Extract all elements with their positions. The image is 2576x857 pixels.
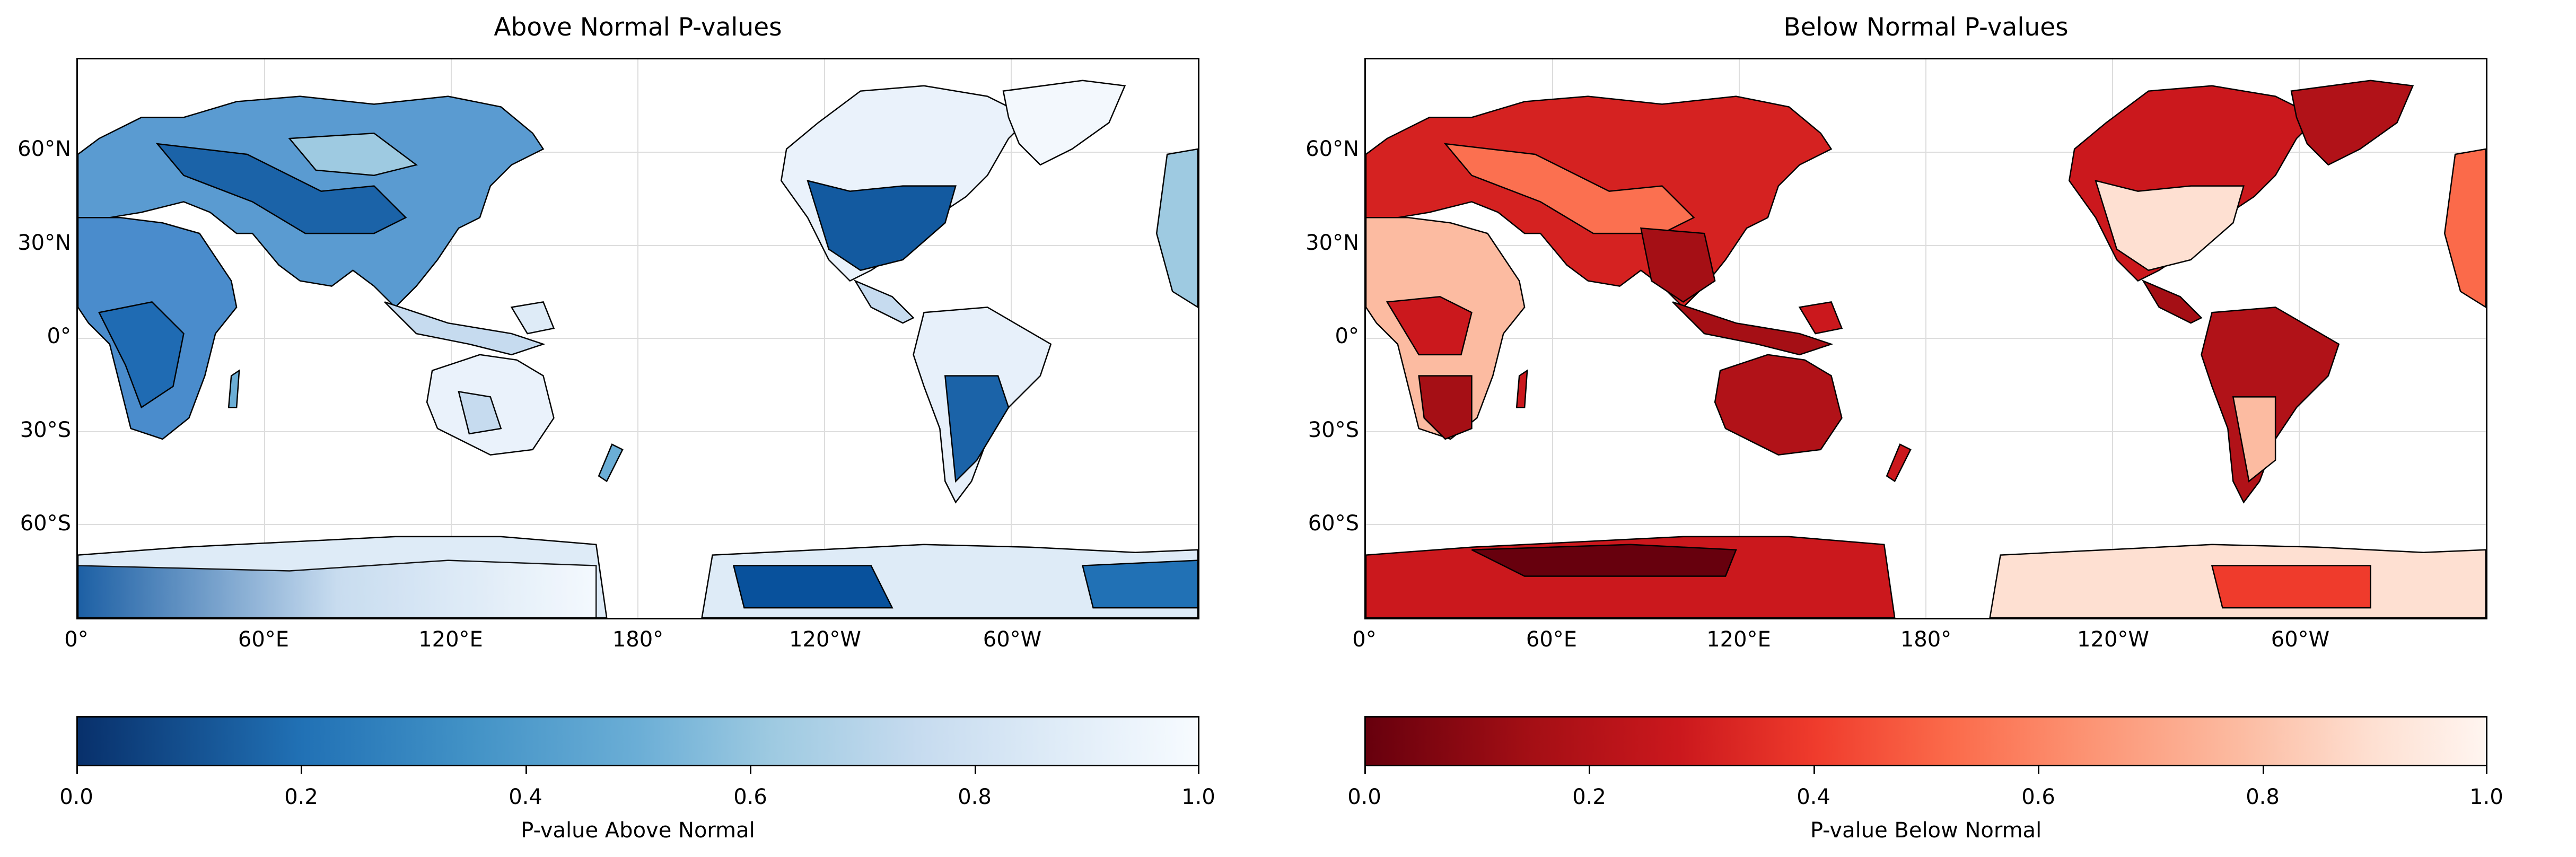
colorbar-tickmark xyxy=(975,766,976,774)
lat-label: 0° xyxy=(47,324,71,348)
colorbar-tick-label: 0.4 xyxy=(509,785,542,809)
lon-label: 120°W xyxy=(789,627,861,652)
lon-label: 60°E xyxy=(238,627,290,652)
colorbar-tickmark xyxy=(2038,766,2039,774)
colorbar-tickmark xyxy=(1198,766,1199,774)
lat-label: 30°N xyxy=(1305,231,1359,255)
colorbar-tick-label: 0.0 xyxy=(59,785,93,809)
lat-label: 30°S xyxy=(1308,418,1359,442)
lat-label: 0° xyxy=(1335,324,1359,348)
colorbar-tickmark xyxy=(2486,766,2487,774)
colorbar-label: P-value Above Normal xyxy=(521,818,755,843)
colorbar-tickmark xyxy=(525,766,527,774)
above-normal-panel: Above Normal P-values xyxy=(17,13,1215,843)
colorbar-tickmark xyxy=(750,766,751,774)
lat-label: 30°S xyxy=(20,418,71,442)
colorbar-red xyxy=(1364,716,2487,766)
lon-label: 60°E xyxy=(1526,627,1578,652)
lon-label: 0° xyxy=(1352,627,1377,652)
map-title: Above Normal P-values xyxy=(494,13,782,42)
lon-label: 120°W xyxy=(2077,627,2149,652)
lon-label: 60°W xyxy=(2271,627,2330,652)
colorbar-tickmark xyxy=(1364,766,1366,774)
colorbar-tickmark xyxy=(1589,766,1590,774)
map-title: Below Normal P-values xyxy=(1783,13,2069,42)
lon-label: 120°E xyxy=(1706,627,1771,652)
above-normal-map xyxy=(76,58,1199,619)
lat-label: 60°N xyxy=(1305,137,1359,161)
land-masses xyxy=(78,80,1198,618)
lon-label: 0° xyxy=(64,627,89,652)
colorbar-tick-label: 0.2 xyxy=(284,785,318,809)
colorbar-tick-label: 0.6 xyxy=(2021,785,2055,809)
lat-label: 60°N xyxy=(17,137,71,161)
colorbar-tickmark xyxy=(301,766,302,774)
lon-label: 180° xyxy=(612,627,664,652)
colorbar-tick-label: 0.4 xyxy=(1797,785,1830,809)
lat-label: 60°S xyxy=(1308,511,1359,536)
world-map-blue xyxy=(78,59,1198,618)
lon-label: 120°E xyxy=(418,627,483,652)
colorbar-tick-label: 0.2 xyxy=(1572,785,1606,809)
colorbar-tick-label: 0.0 xyxy=(1347,785,1381,809)
colorbar-tick-label: 1.0 xyxy=(1181,785,1215,809)
world-map-red xyxy=(1366,59,2486,618)
colorbar-blue xyxy=(76,716,1199,766)
colorbar-tick-label: 1.0 xyxy=(2469,785,2503,809)
colorbar-tick-label: 0.8 xyxy=(2246,785,2280,809)
lon-label: 60°W xyxy=(983,627,1042,652)
colorbar-tick-label: 0.6 xyxy=(733,785,767,809)
below-normal-map xyxy=(1364,58,2487,619)
lat-label: 30°N xyxy=(17,231,71,255)
lat-label: 60°S xyxy=(20,511,71,536)
colorbar-label: P-value Below Normal xyxy=(1810,818,2042,843)
colorbar-tick-label: 0.8 xyxy=(958,785,992,809)
lon-label: 180° xyxy=(1900,627,1952,652)
land-masses xyxy=(1366,80,2486,618)
colorbar-tickmark xyxy=(76,766,78,774)
below-normal-panel: Below Normal P-values xyxy=(1288,0,2576,857)
colorbar-tickmark xyxy=(2263,766,2264,774)
colorbar-tickmark xyxy=(1813,766,1815,774)
